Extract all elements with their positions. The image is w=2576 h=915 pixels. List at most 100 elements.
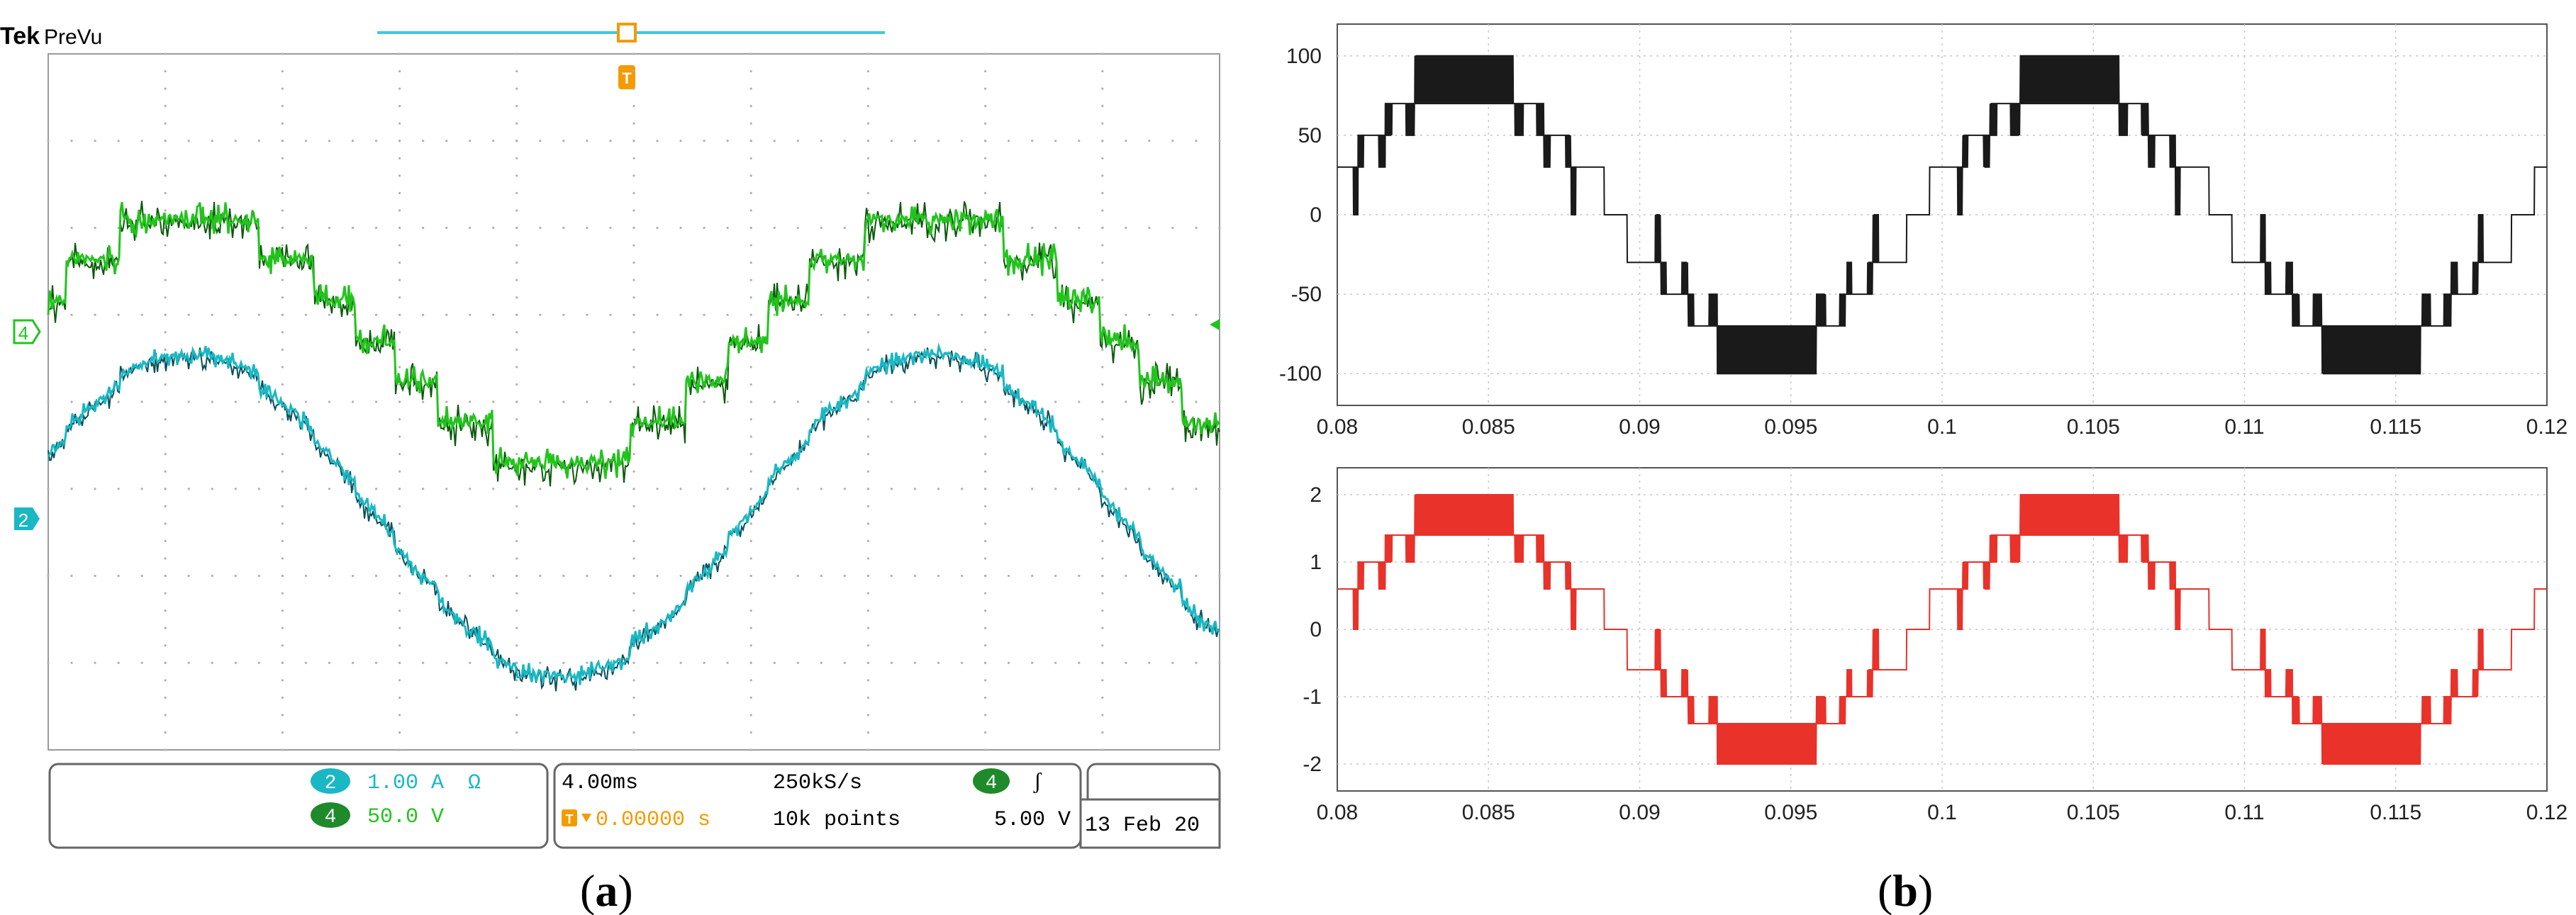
graticule-dot: [515, 262, 518, 264]
graticule-dot: [257, 140, 260, 142]
graticule-dot: [539, 400, 542, 403]
graticule-dot: [164, 748, 167, 751]
graticule-dot: [984, 714, 987, 717]
ch4-voltage-trace: [47, 202, 1221, 479]
graticule-dot: [164, 331, 167, 334]
graticule-dot: [843, 140, 846, 142]
graticule-dot: [515, 140, 518, 142]
graticule-dot: [679, 574, 682, 578]
graticule-dot: [1101, 417, 1104, 421]
graticule-dot: [94, 313, 96, 316]
graticule-dot: [164, 105, 167, 108]
graticule-dot: [866, 731, 869, 734]
graticule-dot: [164, 279, 167, 281]
graticule-dot: [1101, 191, 1104, 194]
graticule-dot: [1008, 226, 1010, 230]
graticule-dot: [960, 661, 964, 664]
graticule-dot: [1054, 661, 1057, 664]
graticule-dot: [586, 400, 589, 403]
y-tick-label: -2: [1303, 753, 1322, 776]
graticule-dot: [234, 400, 237, 403]
graticule-dot: [609, 574, 612, 578]
graticule-dot: [398, 417, 401, 421]
graticule-dot: [515, 505, 518, 507]
graticule-dot: [937, 488, 940, 490]
date-readout: 13 Feb 20: [1085, 814, 1200, 838]
graticule-dot: [398, 522, 401, 525]
graticule-dot: [164, 627, 167, 629]
graticule-dot: [1078, 313, 1081, 316]
graticule-dot: [328, 661, 331, 664]
graticule-dot: [984, 157, 987, 159]
graticule-dot: [469, 661, 472, 664]
graticule-dot: [749, 366, 752, 369]
graticule-dot: [515, 52, 518, 55]
graticule-dot: [586, 661, 589, 664]
graticule-dot: [984, 417, 987, 421]
graticule-dot: [47, 140, 50, 142]
graticule-dot: [1101, 244, 1104, 247]
graticule-dot: [398, 262, 401, 264]
graticule-dot: [469, 226, 472, 230]
graticule-dot: [1101, 435, 1104, 438]
graticule-dot: [1101, 296, 1104, 299]
graticule-dot: [281, 539, 284, 543]
graticule-dot: [773, 140, 776, 142]
graticule-dot: [515, 122, 518, 125]
graticule-dot: [984, 748, 987, 751]
graticule-dot: [586, 313, 589, 316]
graticule-dot: [960, 140, 964, 142]
ch2-current-trace: [47, 342, 1221, 685]
graticule-dot: [1218, 661, 1221, 664]
graticule-dot: [703, 488, 706, 490]
graticule-dot: [586, 226, 589, 230]
graticule-dot: [632, 522, 635, 525]
graticule-dot: [866, 470, 869, 473]
graticule-dot: [749, 157, 752, 159]
graticule-dot: [866, 313, 869, 316]
graticule-dot: [374, 400, 378, 403]
graticule-dot: [913, 488, 917, 490]
graticule-dot: [984, 627, 987, 629]
graticule-dot: [1078, 488, 1081, 490]
trigger-level-marker: [1210, 319, 1220, 330]
graticule-dot: [281, 574, 284, 578]
graticule-dot: [749, 209, 752, 212]
graticule-dot: [632, 470, 635, 473]
graticule-dot: [281, 435, 284, 438]
graticule-dot: [679, 140, 682, 142]
graticule-dot: [562, 488, 565, 490]
x-tick-label: 0.115: [2370, 415, 2421, 439]
graticule-dot: [1195, 313, 1198, 316]
graticule-dot: [866, 505, 869, 507]
y-tick-label: -50: [1291, 283, 1322, 306]
graticule-dot: [1218, 400, 1221, 403]
graticule-dot: [140, 140, 143, 142]
graticule-dot: [726, 313, 729, 316]
x-tick-label: 0.11: [2224, 801, 2264, 824]
graticule-dot: [1125, 488, 1127, 490]
graticule-dot: [1195, 488, 1198, 490]
graticule-dot: [632, 714, 635, 717]
graticule-dot: [94, 140, 96, 142]
graticule-dot: [984, 488, 987, 490]
graticule-dot: [562, 226, 565, 230]
graticule-dot: [632, 383, 635, 386]
ch2-coupling: Ω: [468, 771, 481, 795]
graticule-dot: [632, 331, 635, 334]
graticule-dot: [281, 453, 284, 456]
graticule-dot: [749, 644, 752, 647]
graticule-dot: [515, 105, 518, 108]
graticule-dot: [164, 400, 167, 403]
date-box: [1079, 798, 1221, 849]
graticule-dot: [866, 574, 869, 578]
svg-text:2: 2: [18, 510, 28, 531]
graticule-dot: [281, 661, 284, 664]
graticule-dot: [984, 105, 987, 108]
graticule-dot: [351, 226, 355, 230]
graticule-dot: [890, 661, 893, 664]
trigger-position-marker: [618, 65, 635, 89]
graticule-dot: [866, 383, 869, 386]
graticule-dot: [164, 313, 167, 316]
graticule-dot: [749, 87, 752, 90]
